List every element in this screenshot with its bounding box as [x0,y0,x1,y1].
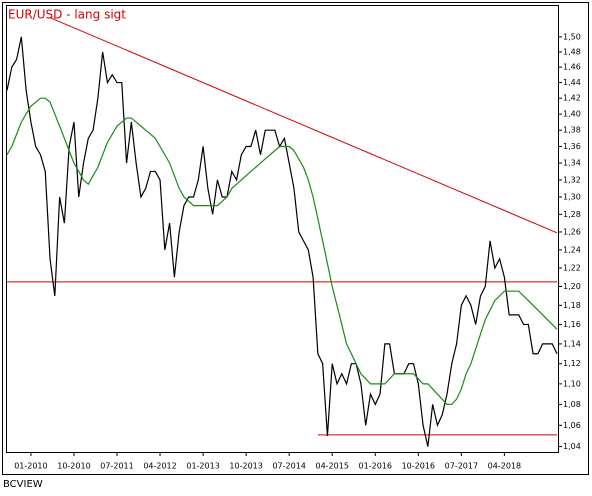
y-tick-label: 1,48 [563,47,581,56]
x-tick-label: 10-2016 [402,462,435,471]
x-tick-label: 04-2015 [315,462,348,471]
y-tick-label: 1,16 [563,320,581,329]
y-tick-label: 1,44 [563,78,581,87]
y-tick-label: 1,24 [563,245,581,254]
x-tick-label: 04-2012 [143,462,176,471]
y-tick-label: 1,46 [563,63,581,72]
x-tick-label: 10-2013 [229,462,262,471]
x-tick-label: 01-2016 [359,462,392,471]
y-tick-label: 1,38 [563,126,581,135]
outer-frame [2,2,589,475]
y-tick-label: 1,08 [563,400,581,409]
y-tick-label: 1,12 [563,359,581,368]
footer: BCVIEW [3,479,43,490]
y-tick-label: 1,32 [563,175,581,184]
chart-title: EUR/USD - lang sigt [8,8,126,22]
y-tick-label: 1,50 [563,32,581,41]
y-tick-label: 1,14 [563,339,581,348]
y-tick-label: 1,30 [563,192,581,201]
x-tick-label: 10-2010 [57,462,90,471]
y-tick-label: 1,28 [563,210,581,219]
series-line [6,97,558,405]
x-tick-label: 07-2017 [445,462,478,471]
y-tick-label: 1,22 [563,264,581,273]
x-tick-label: 01-2013 [186,462,219,471]
y-tick-label: 1,26 [563,227,581,236]
y-tick-label: 1,34 [563,159,581,168]
x-tick-label: 07-2011 [100,462,133,471]
series-line [6,36,558,447]
y-tick-label: 1,20 [563,282,581,291]
x-tick-label: 04-2018 [488,462,521,471]
y-tick-label: 1,10 [563,379,581,388]
y-tick-label: 1,04 [563,442,581,451]
y-tick-label: 1,36 [563,142,581,151]
y-tick-label: 1,18 [563,301,581,310]
plot-frame [6,5,559,453]
y-tick-label: 1,40 [563,110,581,119]
trend-line [49,17,558,234]
y-tick-label: 1,06 [563,421,581,430]
x-tick-label: 07-2014 [272,462,305,471]
y-tick-label: 1,42 [563,94,581,103]
x-tick-label: 01-2010 [14,462,47,471]
